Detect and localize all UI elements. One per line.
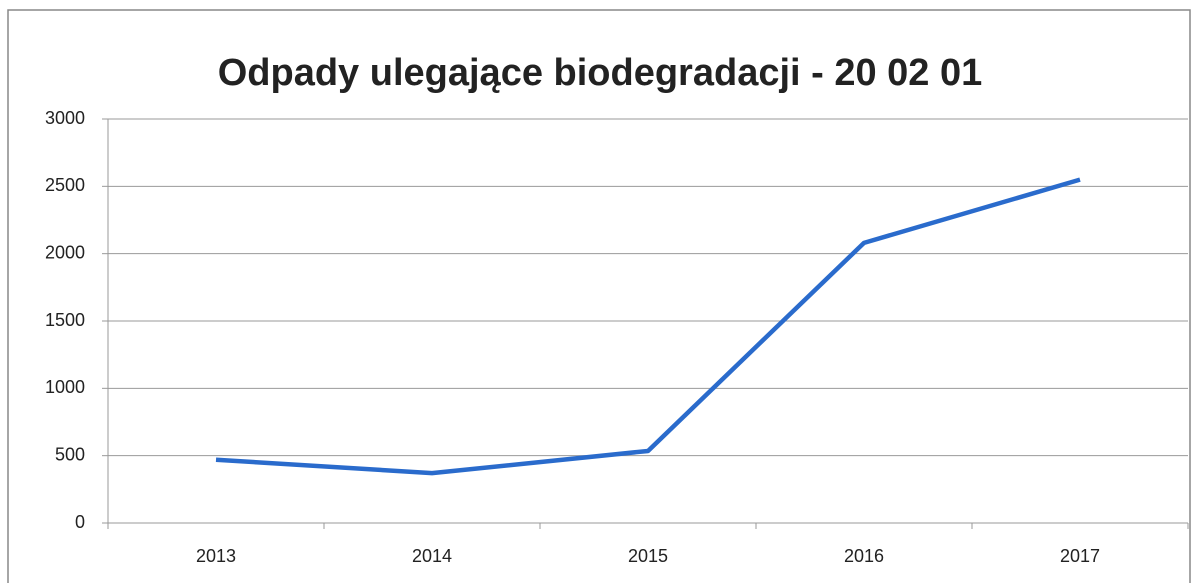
x-tick-label: 2014 bbox=[412, 546, 452, 566]
chart-title: Odpady ulegające biodegradacji - 20 02 0… bbox=[218, 52, 983, 94]
x-tick-label: 2015 bbox=[628, 546, 668, 566]
y-tick-label: 1000 bbox=[45, 377, 85, 397]
y-tick-label: 500 bbox=[55, 444, 85, 464]
chart-frame bbox=[7, 9, 1191, 583]
y-tick-label: 2500 bbox=[45, 175, 85, 195]
y-tick-label: 2000 bbox=[45, 242, 85, 262]
y-tick-label: 3000 bbox=[45, 108, 85, 128]
data-line bbox=[215, 177, 1081, 476]
y-tick-label: 1500 bbox=[45, 310, 85, 330]
x-tick-label: 2016 bbox=[844, 546, 884, 566]
x-tick-label: 2013 bbox=[196, 546, 236, 566]
y-tick-label: 0 bbox=[75, 512, 85, 532]
x-tick-label: 2017 bbox=[1060, 546, 1100, 566]
